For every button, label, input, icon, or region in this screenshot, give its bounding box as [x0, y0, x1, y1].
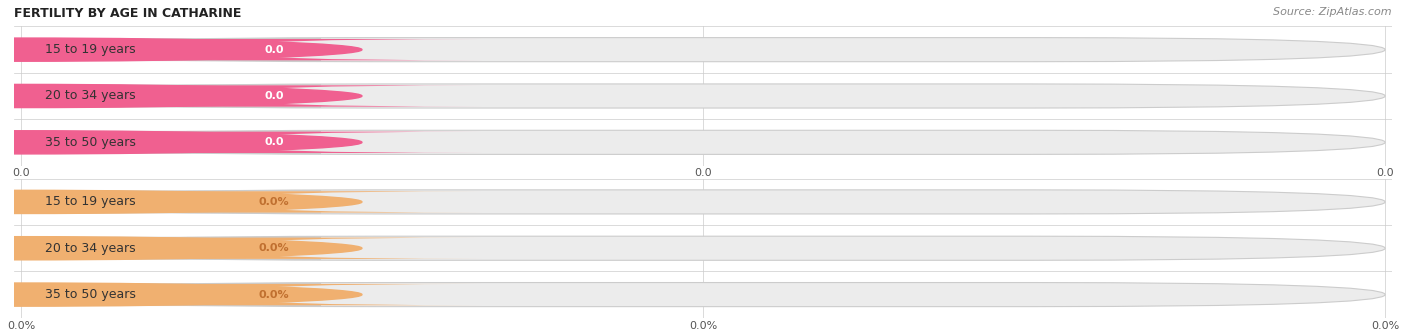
Text: 0.0%: 0.0%	[259, 290, 290, 300]
Circle shape	[0, 84, 361, 108]
Text: 15 to 19 years: 15 to 19 years	[45, 195, 136, 209]
Text: 20 to 34 years: 20 to 34 years	[45, 242, 136, 255]
FancyBboxPatch shape	[21, 38, 1385, 62]
FancyBboxPatch shape	[21, 236, 1385, 260]
FancyBboxPatch shape	[14, 85, 321, 107]
FancyBboxPatch shape	[21, 190, 1385, 214]
FancyBboxPatch shape	[66, 284, 482, 305]
FancyBboxPatch shape	[14, 131, 321, 154]
FancyBboxPatch shape	[14, 38, 321, 61]
Text: 0.0: 0.0	[264, 45, 284, 55]
Circle shape	[0, 190, 361, 213]
FancyBboxPatch shape	[21, 84, 1385, 108]
Circle shape	[0, 237, 361, 260]
FancyBboxPatch shape	[21, 283, 1385, 307]
Circle shape	[0, 38, 361, 61]
FancyBboxPatch shape	[66, 39, 482, 60]
FancyBboxPatch shape	[14, 191, 321, 213]
Text: 35 to 50 years: 35 to 50 years	[45, 136, 136, 149]
FancyBboxPatch shape	[21, 130, 1385, 154]
Text: 0.0: 0.0	[264, 91, 284, 101]
FancyBboxPatch shape	[14, 237, 321, 260]
FancyBboxPatch shape	[66, 238, 482, 259]
Text: 35 to 50 years: 35 to 50 years	[45, 288, 136, 301]
Text: FERTILITY BY AGE IN CATHARINE: FERTILITY BY AGE IN CATHARINE	[14, 7, 242, 20]
FancyBboxPatch shape	[66, 132, 482, 153]
FancyBboxPatch shape	[66, 85, 482, 107]
FancyBboxPatch shape	[14, 283, 321, 306]
Circle shape	[0, 131, 361, 154]
Text: 0.0%: 0.0%	[259, 243, 290, 253]
Text: 0.0: 0.0	[264, 137, 284, 147]
Text: 0.0%: 0.0%	[259, 197, 290, 207]
Text: Source: ZipAtlas.com: Source: ZipAtlas.com	[1274, 7, 1392, 17]
Circle shape	[0, 283, 361, 306]
Text: 15 to 19 years: 15 to 19 years	[45, 43, 136, 56]
Text: 20 to 34 years: 20 to 34 years	[45, 89, 136, 103]
FancyBboxPatch shape	[66, 191, 482, 213]
